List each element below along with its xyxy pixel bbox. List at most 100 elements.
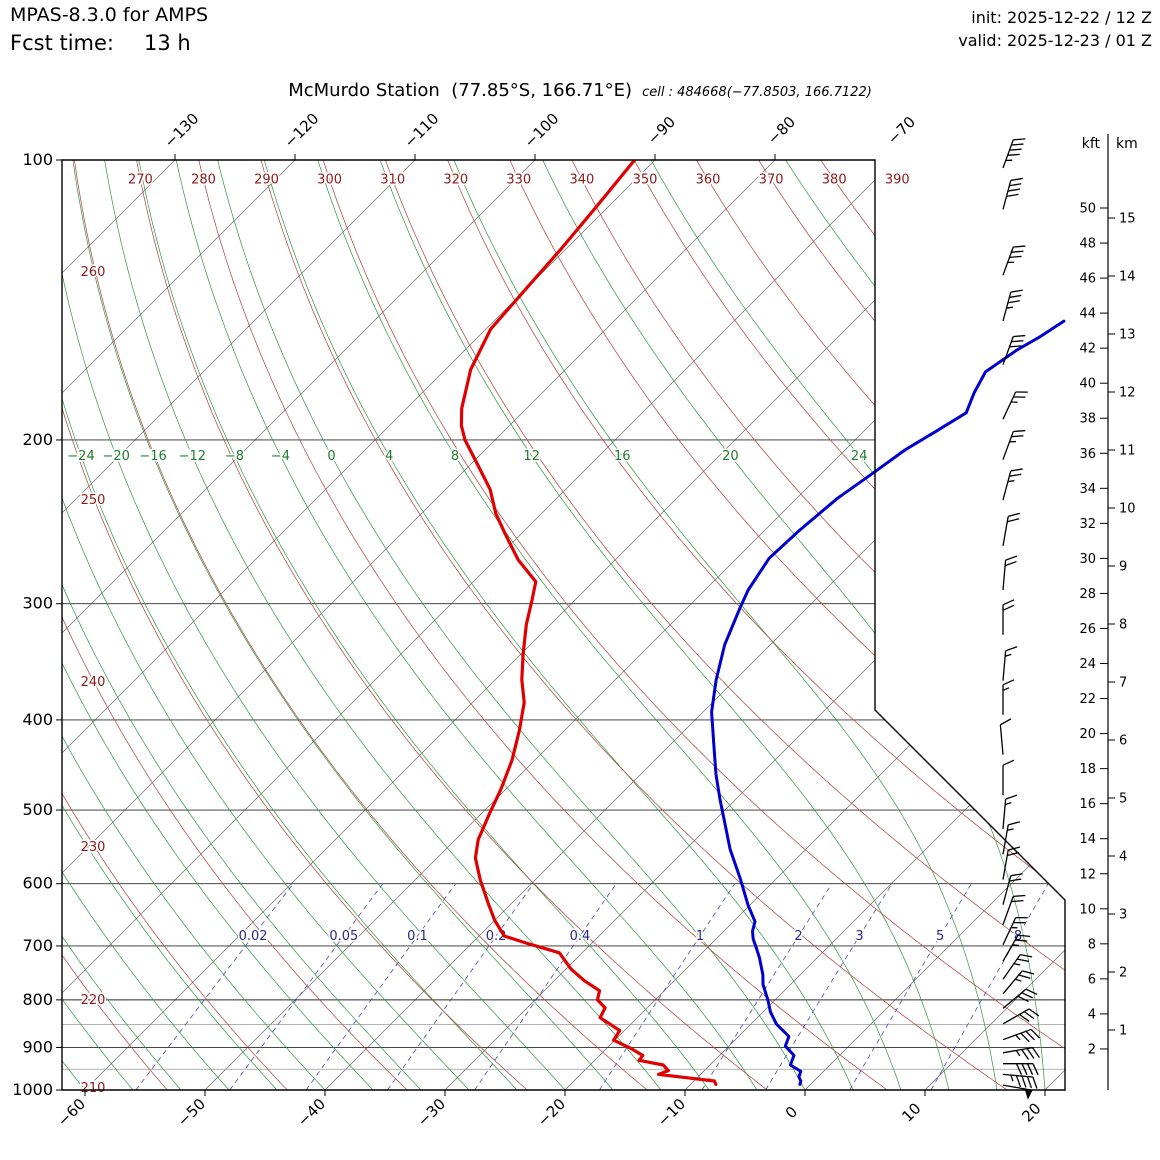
mixing-ratio-line (701, 883, 833, 1090)
dry-adiabat-label: 320 (443, 173, 468, 188)
isotherm-line (62, 160, 776, 1090)
kft-axis-title: kft (1082, 136, 1101, 152)
wind-barb (1002, 599, 1015, 635)
wind-barb (1002, 177, 1023, 210)
moist-adiabat-label: −24 (67, 449, 94, 464)
cell-info: cell : 484668(−77.8503, 166.7122) (642, 85, 872, 100)
init-time-label: init: 2025-12-22 / 12 Z (971, 8, 1152, 27)
dry-adiabat (571, 160, 1065, 1090)
kft-tick-label: 38 (1079, 412, 1096, 427)
profiles (459, 160, 1066, 1086)
dry-adiabat-label: 350 (633, 173, 658, 188)
wind-barbs (999, 138, 1041, 1100)
dry-adiabat (62, 160, 185, 1090)
dry-adiabat-label: 250 (81, 493, 106, 508)
pressure-tick-label: 1000 (12, 1080, 53, 1099)
wind-barb (1002, 821, 1021, 855)
dry-adiabat (758, 160, 1065, 1090)
kft-tick-label: 6 (1088, 972, 1096, 987)
fcst-time-label: Fcst time: (10, 31, 114, 55)
moist-adiabat-label: 8 (451, 449, 459, 464)
kft-tick-label: 20 (1079, 727, 1096, 742)
isotherm-line (684, 160, 1065, 1090)
dry-adiabat (136, 160, 793, 1090)
km-tick-label: 7 (1119, 676, 1127, 691)
km-axis-title: km (1116, 136, 1138, 152)
dry-adiabat (62, 160, 549, 1090)
moist-adiabat (62, 160, 247, 1090)
moist-adiabat-label: −20 (102, 449, 129, 464)
moist-adiabat-label: −16 (139, 449, 166, 464)
dry-adiabat (74, 160, 671, 1090)
moist-adiabat (62, 160, 488, 1090)
mixing-ratio-label: 0.1 (407, 929, 428, 944)
moist-adiabat-label: 4 (385, 449, 393, 464)
temp-tick-label-top: −90 (644, 113, 679, 148)
temp-tick-label-bottom: 10 (898, 1099, 924, 1125)
km-tick-label: 13 (1119, 328, 1136, 343)
moist-adiabat (175, 160, 769, 1090)
isotherm-line (62, 160, 656, 1090)
moist-adiabat (62, 160, 440, 1090)
pressure-tick-label: 200 (22, 430, 53, 449)
mixing-ratio-line (135, 883, 294, 1090)
grid-labels: 270 280 290 300 310 320 330 340 350 360 370 380 3902… (66, 171, 1024, 1098)
temp-tick-label-bottom: 20 (1018, 1099, 1044, 1125)
dry-adiabat-label: 240 (81, 675, 106, 690)
kft-tick-label: 28 (1079, 587, 1096, 602)
wind-barb (1002, 334, 1026, 365)
moist-adiabat (62, 160, 344, 1090)
wind-barb (999, 718, 1012, 755)
height-axis: kft km50484644424038363432302826242220181… (1079, 134, 1138, 1090)
isotherm-line (62, 160, 296, 1090)
fcst-time-row: Fcst time: 13 h (10, 31, 208, 55)
dry-adiabat-label: 380 (822, 173, 847, 188)
dry-adiabat-label: 260 (81, 265, 106, 280)
mixing-ratio-label: 5 (936, 929, 944, 944)
moist-adiabat (62, 160, 101, 1090)
dry-adiabat-label: 360 (696, 173, 721, 188)
kft-tick-label: 4 (1088, 1007, 1096, 1022)
km-tick-label: 5 (1119, 792, 1127, 807)
kft-tick-label: 50 (1079, 202, 1096, 217)
dry-adiabat (198, 160, 914, 1090)
dry-adiabat (62, 160, 63, 1090)
isotherm-line (1044, 160, 1065, 1090)
km-tick-label: 15 (1119, 212, 1136, 227)
moist-adiabat (542, 160, 1047, 1090)
moist-adiabat-label: 0 (327, 449, 335, 464)
kft-tick-label: 16 (1079, 797, 1096, 812)
km-tick-label: 8 (1119, 618, 1127, 633)
wind-barb (1002, 679, 1015, 715)
wind-barb (1002, 646, 1018, 681)
pressure-tick-label: 400 (22, 710, 53, 729)
pressure-tick-label: 600 (22, 874, 53, 893)
mixing-ratio-line (930, 883, 1049, 1090)
km-tick-label: 11 (1119, 444, 1136, 459)
moist-adiabat-label: −8 (225, 449, 244, 464)
isotherm-line (804, 160, 1065, 1090)
kft-tick-label: 42 (1079, 342, 1096, 357)
wind-barb (1002, 1046, 1040, 1060)
moist-adiabat (72, 160, 630, 1090)
wind-barb (1002, 555, 1018, 591)
temp-tick-label-top: −100 (521, 110, 563, 152)
km-tick-label: 3 (1119, 908, 1127, 923)
wind-barb (1002, 289, 1023, 322)
mixing-ratio-label: 1 (696, 929, 704, 944)
wind-barb (1002, 245, 1026, 276)
dry-adiabat (385, 160, 1065, 1090)
moist-adiabat (62, 160, 295, 1090)
temp-tick-label-top: −70 (884, 113, 919, 148)
km-tick-label: 2 (1119, 966, 1127, 981)
moist-adiabat (650, 160, 1065, 1090)
dry-adiabat-label: 300 (317, 173, 342, 188)
mixing-ratio-line (387, 883, 534, 1090)
wind-barb (1002, 916, 1028, 946)
wind-barb (1002, 759, 1015, 796)
temperature-curve (710, 319, 1066, 1086)
kft-tick-label: 48 (1079, 237, 1096, 252)
mixing-ratio-line (849, 883, 972, 1090)
model-version-label: MPAS-8.3.0 for AMPS (10, 4, 209, 26)
kft-tick-label: 36 (1079, 447, 1096, 462)
